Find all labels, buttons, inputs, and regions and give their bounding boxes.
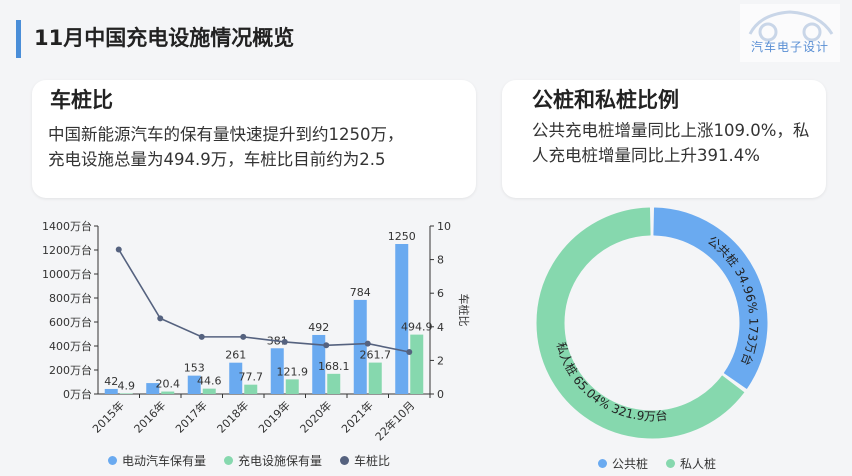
ratio-line bbox=[118, 249, 410, 353]
ratio-point bbox=[157, 315, 164, 322]
bar-ev bbox=[229, 362, 243, 394]
legend-dot-ev bbox=[108, 456, 117, 465]
y-tick-label: 400万台 bbox=[49, 339, 92, 353]
y2-tick-label: 4 bbox=[437, 321, 444, 334]
y-tick-label: 1400万台 bbox=[42, 219, 92, 233]
legend-label-charger: 充电设施保有量 bbox=[238, 454, 323, 468]
ratio-point bbox=[198, 333, 205, 340]
y2-tick-label: 10 bbox=[437, 220, 451, 233]
bar-ev bbox=[187, 375, 201, 394]
y2-tick-label: 0 bbox=[437, 388, 444, 401]
bar-ev bbox=[104, 388, 118, 394]
title-accent-bar bbox=[16, 20, 21, 58]
data-label-charger: 4.9 bbox=[118, 379, 136, 392]
bar-charger bbox=[410, 334, 424, 394]
x-tick-label: 2020年 bbox=[297, 398, 334, 435]
y-tick-label: 1200万台 bbox=[42, 243, 92, 257]
ratio-card-text: 中国新能源汽车的保有量快速提升到约1250万， 充电设施总量为494.9万，车桩… bbox=[48, 122, 404, 172]
bar-charger bbox=[161, 391, 175, 394]
donut-label-private: 私人桩 65.04% 321.9万台 bbox=[554, 341, 669, 424]
ratio-point bbox=[364, 340, 371, 347]
x-tick-label: 2019年 bbox=[255, 398, 292, 435]
y2-axis-label: 车桩比 bbox=[457, 294, 471, 327]
legend-label-ratio: 车桩比 bbox=[354, 454, 391, 468]
ratio-point bbox=[115, 246, 122, 253]
ratio-card-line-1: 中国新能源汽车的保有量快速提升到约1250万， bbox=[48, 125, 404, 144]
data-label-charger: 168.1 bbox=[318, 360, 350, 373]
ratio-point bbox=[406, 349, 413, 355]
share-card-title: 公桩和私桩比例 bbox=[532, 88, 679, 112]
data-label-charger: 20.4 bbox=[156, 378, 181, 391]
x-tick-label: 2015年 bbox=[89, 398, 126, 435]
y2-tick-label: 2 bbox=[437, 354, 444, 367]
legend-dot-public bbox=[598, 459, 607, 468]
ratio-card-line-2: 充电设施总量为494.9万，车桩比目前约为2.5 bbox=[48, 150, 386, 169]
bar-ev bbox=[312, 334, 326, 394]
data-label-charger: 44.6 bbox=[197, 375, 222, 388]
x-tick-label: 2021年 bbox=[338, 398, 375, 435]
bar-chart-legend: 电动汽车保有量 充电设施保有量 车桩比 bbox=[108, 452, 408, 469]
ratio-point bbox=[323, 342, 330, 349]
bar-ev bbox=[395, 244, 409, 394]
legend-item-ratio: 车桩比 bbox=[340, 452, 390, 469]
x-tick-label: 22年10月 bbox=[372, 398, 417, 443]
legend-item-public: 公共桩 bbox=[598, 455, 648, 472]
x-tick-label: 2016年 bbox=[131, 398, 168, 435]
ratio-point bbox=[240, 333, 247, 340]
bar-charger bbox=[285, 379, 299, 394]
y-tick-label: 0万台 bbox=[63, 387, 92, 401]
legend-label-ev: 电动汽车保有量 bbox=[122, 454, 207, 468]
y-tick-label: 600万台 bbox=[49, 315, 92, 329]
legend-item-ev: 电动汽车保有量 bbox=[108, 452, 206, 469]
legend-label-public: 公共桩 bbox=[612, 457, 649, 471]
bar-ev bbox=[270, 348, 284, 394]
data-label-ev: 784 bbox=[350, 286, 371, 299]
legend-label-private: 私人桩 bbox=[680, 457, 717, 471]
data-label-charger: 494.9 bbox=[401, 321, 433, 334]
logo-car-icon bbox=[740, 4, 840, 62]
legend-dot-private bbox=[666, 459, 676, 468]
y-tick-label: 800万台 bbox=[49, 291, 92, 305]
data-label-ev: 153 bbox=[184, 362, 205, 375]
donut-slice-public bbox=[653, 207, 768, 389]
logo-text: 汽车电子设计 bbox=[750, 40, 829, 54]
share-card-text: 公共充电桩增量同比上涨109.0%，私人充电桩增量同比上升391.4% bbox=[532, 121, 810, 165]
data-label-ev: 42 bbox=[104, 375, 118, 388]
ratio-card: 车桩比 中国新能源汽车的保有量快速提升到约1250万， 充电设施总量为494.9… bbox=[32, 80, 476, 198]
data-label-charger: 261.7 bbox=[360, 349, 392, 362]
bar-charger bbox=[202, 388, 216, 394]
legend-dot-charger bbox=[224, 456, 234, 465]
legend-item-private: 私人桩 bbox=[666, 455, 716, 472]
x-tick-label: 2017年 bbox=[172, 398, 209, 435]
donut-chart-legend: 公共桩 私人桩 bbox=[598, 455, 734, 472]
y2-tick-label: 8 bbox=[437, 254, 444, 267]
bar-charger bbox=[119, 393, 133, 394]
donut-slice-private bbox=[536, 207, 745, 439]
x-tick-label: 2018年 bbox=[214, 398, 251, 435]
donut-label-text: 私人桩 65.04% 321.9万台 bbox=[554, 341, 669, 424]
data-label-charger: 77.7 bbox=[239, 371, 264, 384]
data-label-charger: 121.9 bbox=[277, 365, 309, 378]
ratio-card-title: 车桩比 bbox=[50, 88, 113, 112]
bar-charger bbox=[327, 373, 341, 394]
bar-charger bbox=[368, 362, 382, 394]
bar-ev bbox=[146, 383, 160, 394]
bar-charger bbox=[244, 384, 258, 394]
legend-item-charger: 充电设施保有量 bbox=[224, 452, 322, 469]
data-label-ev: 261 bbox=[225, 349, 246, 362]
bar-ev bbox=[353, 299, 367, 394]
share-card: 公桩和私桩比例 公共充电桩增量同比上涨109.0%，私人充电桩增量同比上升391… bbox=[502, 80, 826, 198]
y-tick-label: 1000万台 bbox=[42, 267, 92, 281]
data-label-ev: 492 bbox=[308, 321, 329, 334]
y2-tick-label: 6 bbox=[437, 287, 444, 300]
bar-line-chart: 0万台 200万台 400万台 600万台 800万台 1000万台 1200万台 1400万… bbox=[42, 219, 471, 443]
legend-dot-ratio bbox=[340, 456, 350, 465]
ratio-point bbox=[281, 338, 288, 345]
page-title: 11月中国充电设施情况概览 bbox=[34, 26, 295, 50]
data-label-ev: 1250 bbox=[388, 230, 416, 243]
y-tick-label: 200万台 bbox=[49, 363, 92, 377]
